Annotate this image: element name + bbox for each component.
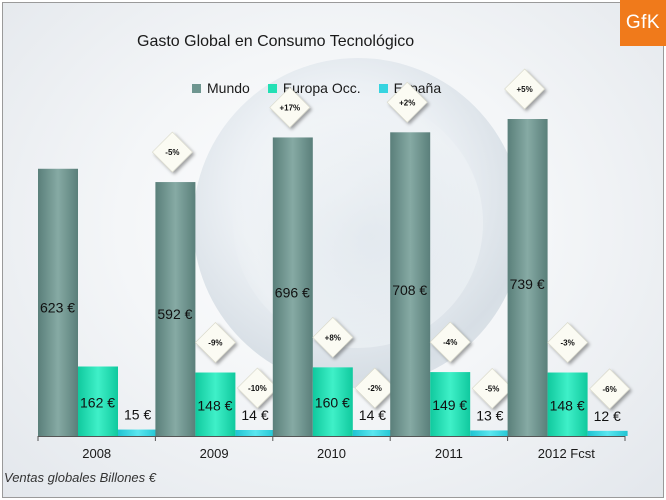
change-label: +5% [516, 85, 532, 94]
change-label: -6% [602, 385, 616, 394]
change-label: +8% [325, 333, 341, 342]
change-label: +2% [399, 98, 415, 107]
data-label: 14 € [241, 407, 268, 423]
change-badge [312, 316, 354, 358]
legend-swatch-espana [378, 83, 388, 93]
bar [155, 182, 196, 436]
change-label: -4% [443, 338, 457, 347]
data-label: 696 € [275, 285, 310, 301]
change-badge [471, 367, 513, 409]
data-label: 13 € [476, 407, 503, 423]
data-label: 623 € [40, 300, 75, 316]
bar [470, 430, 511, 436]
x-tick-label: 2010 [317, 446, 346, 461]
data-label: 592 € [157, 306, 192, 322]
bar [587, 430, 628, 436]
change-badge [354, 367, 396, 409]
change-badge [429, 321, 471, 363]
data-label: 14 € [359, 407, 386, 423]
data-label: 739 € [510, 276, 545, 292]
change-badge [589, 368, 631, 410]
x-tick-label: 2011 [435, 446, 463, 461]
bar [507, 119, 548, 436]
change-badge [269, 87, 311, 128]
data-label: 162 € [80, 394, 115, 410]
bar [390, 132, 431, 436]
legend-swatch-mundo [192, 83, 201, 93]
change-label: -10% [248, 384, 267, 393]
data-label: 12 € [594, 408, 621, 424]
change-badge [504, 68, 546, 110]
change-badge [194, 322, 236, 363]
data-label: 148 € [550, 397, 585, 413]
bar [195, 372, 236, 436]
x-tick-label: 2009 [200, 446, 229, 461]
x-tick-label: 2008 [82, 446, 111, 461]
change-label: -9% [208, 339, 222, 348]
change-badge [386, 81, 428, 123]
chart-title: Gasto Global en Consumo Tecnológico [137, 33, 415, 50]
data-label: 149 € [432, 397, 467, 413]
bar [38, 168, 78, 436]
data-label: 15 € [124, 407, 151, 423]
bar [352, 429, 393, 436]
change-badge [151, 131, 193, 173]
bar [430, 372, 471, 436]
bar [235, 429, 276, 436]
legend-item-europa: Europa Occ. [267, 80, 361, 96]
change-label: -3% [560, 339, 574, 348]
bar [118, 429, 158, 436]
legend-label-europa: Europa Occ. [282, 80, 361, 96]
bar [78, 366, 118, 436]
x-tick-label: 2012 Fcst [538, 446, 595, 461]
change-badge [236, 367, 278, 409]
change-label: +17% [279, 103, 300, 112]
bar [312, 367, 353, 436]
legend-swatch-europa [267, 83, 277, 93]
change-badge [547, 322, 589, 363]
data-label: 160 € [315, 395, 350, 411]
change-label: -5% [165, 148, 179, 157]
change-label: -5% [485, 384, 499, 393]
gfk-logo: GfK [620, 0, 666, 46]
data-label: 148 € [197, 397, 232, 413]
legend-label-mundo: Mundo [207, 80, 250, 96]
footnote: Ventas globales Billones € [4, 470, 157, 485]
change-label: -2% [368, 384, 382, 393]
bar [547, 372, 588, 436]
bar [272, 137, 313, 436]
data-label: 708 € [392, 282, 427, 298]
legend-item-mundo: Mundo [192, 80, 250, 96]
